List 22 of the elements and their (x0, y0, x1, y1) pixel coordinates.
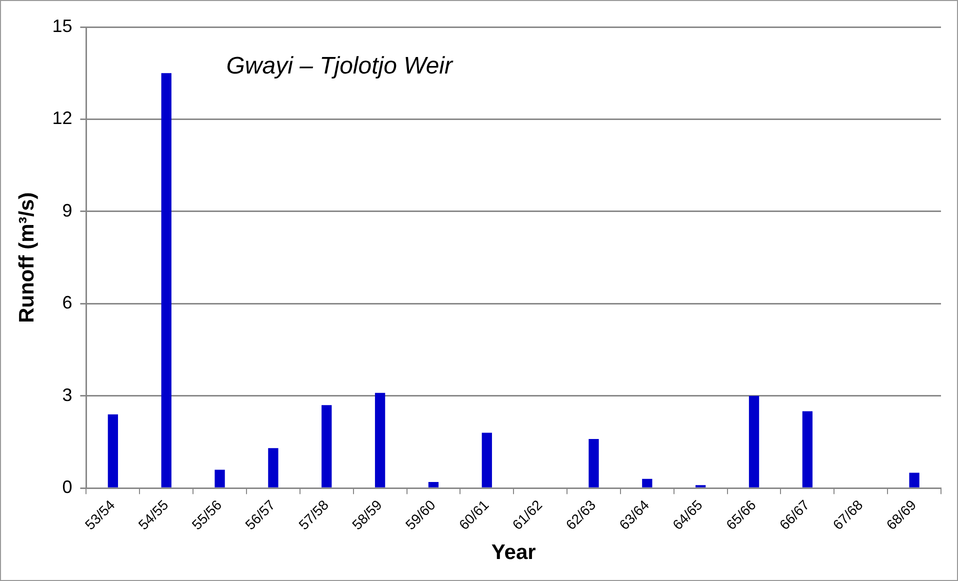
bar (482, 432, 492, 488)
bar (108, 414, 118, 488)
x-axis-title: Year (491, 541, 536, 564)
bar (748, 396, 760, 488)
bar (909, 472, 920, 488)
y-tick-label: 3 (62, 384, 72, 405)
bar (374, 392, 386, 488)
bar (214, 470, 225, 488)
bar (161, 73, 172, 488)
bar (588, 438, 599, 488)
text: Gwayi – Tjolotjo Weir (226, 52, 454, 80)
y-axis-title: Runoff (m³/s) (15, 192, 38, 323)
bar (428, 482, 439, 488)
bar (642, 478, 652, 488)
bar (802, 411, 813, 488)
bar (322, 405, 332, 488)
y-tick-label: 9 (62, 200, 72, 220)
y-tick-label: 6 (62, 292, 72, 313)
y-tick-label: 12 (52, 108, 72, 128)
bar (268, 448, 278, 488)
y-tick-label: 0 (62, 477, 72, 498)
y-tick-label: 15 (52, 16, 72, 36)
